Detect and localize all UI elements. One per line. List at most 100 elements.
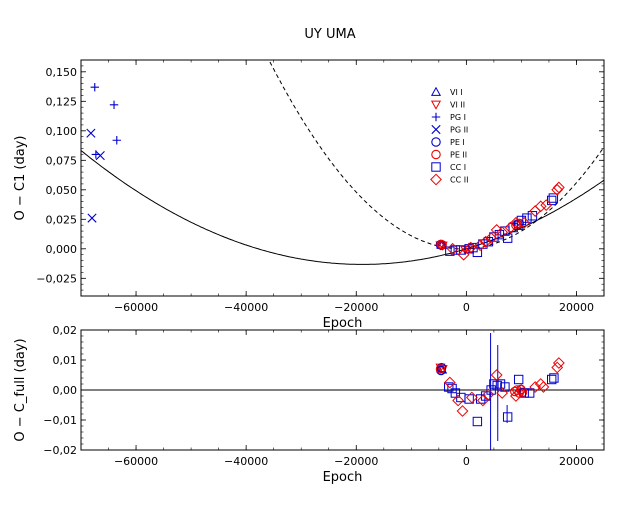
y-tick-label: 0,150	[46, 66, 78, 79]
data-point	[510, 390, 522, 402]
chart-title: UY UMA	[304, 27, 355, 42]
plot-area	[81, 60, 604, 265]
y-tick-label: −0,01	[43, 414, 77, 427]
data-point	[537, 381, 550, 393]
data-point	[431, 149, 441, 160]
x-tick-label: −20000	[334, 301, 378, 314]
data-point	[472, 416, 483, 427]
legend-label: PE II	[450, 151, 467, 160]
legend-label: VI I	[450, 88, 463, 97]
legend-label: CC II	[450, 176, 468, 185]
x-tick-label: 0	[463, 301, 470, 314]
legend-label: CC I	[450, 163, 466, 172]
data-point	[431, 137, 441, 147]
y-tick-label: 0,01	[53, 354, 78, 367]
x-tick-label: 20000	[559, 301, 594, 314]
data-point	[540, 199, 553, 212]
x-tick-label: −20000	[334, 455, 378, 468]
data-point	[444, 382, 454, 392]
data-point	[512, 385, 522, 395]
data-point	[479, 235, 492, 248]
y-axis-label: O − C_full (day)	[13, 338, 28, 441]
y-tick-label: 0,100	[46, 125, 78, 138]
data-point	[430, 86, 442, 96]
axes-frame	[80, 329, 605, 451]
data-point	[474, 239, 487, 252]
y-tick-label: 0,050	[46, 184, 78, 197]
data-point	[524, 388, 535, 398]
data-point	[87, 213, 97, 223]
y-axis-label: O − C1 (day)	[13, 136, 28, 221]
fit-curve-solid	[81, 150, 604, 265]
data-point	[551, 361, 564, 374]
data-point	[519, 388, 529, 398]
data-point	[534, 200, 547, 213]
y-tick-label: 0,02	[53, 324, 78, 337]
y-tick-label: 0,025	[46, 213, 78, 226]
data-point	[510, 216, 522, 229]
data-point	[502, 233, 513, 243]
y-tick-label: 0,075	[46, 154, 78, 167]
data-point	[437, 240, 447, 250]
legend-label: PG II	[450, 126, 468, 135]
data-point	[496, 387, 509, 399]
data-point	[430, 100, 442, 110]
data-point	[490, 369, 503, 381]
data-point	[502, 412, 513, 422]
data-point	[431, 112, 441, 122]
data-point	[462, 245, 474, 255]
legend-label: PE I	[450, 138, 465, 147]
data-point	[476, 394, 489, 407]
data-point	[547, 195, 557, 206]
data-point	[549, 373, 559, 383]
data-point	[90, 82, 99, 92]
x-tick-label: −40000	[224, 301, 268, 314]
top-panel: −60000 −40000 −20000 0 20000 −0,025 0,000 0,025…	[13, 59, 605, 331]
data-point	[485, 232, 498, 245]
data-point	[547, 374, 557, 385]
y-tick-label: 0,00	[53, 384, 78, 397]
data-point	[86, 128, 96, 138]
legend-label: PG I	[450, 113, 466, 122]
data-point	[510, 386, 520, 397]
y-tick-label: 0,125	[46, 95, 78, 108]
x-tick-label: −40000	[224, 455, 268, 468]
plot-area	[81, 333, 604, 450]
data-point	[518, 216, 531, 229]
y-tick-label: 0,000	[46, 243, 78, 256]
data-point	[513, 374, 524, 385]
data-point	[508, 222, 518, 233]
data-point	[431, 162, 441, 172]
data-point	[435, 364, 446, 374]
data-point	[492, 380, 502, 391]
fit-curve-dashed	[268, 60, 604, 250]
data-point	[430, 173, 442, 186]
x-tick-label: 20000	[559, 455, 594, 468]
data-point	[446, 242, 459, 255]
data-point	[95, 150, 105, 161]
data-point	[490, 224, 503, 236]
legend-label: VI II	[450, 101, 465, 110]
x-tick-label: −60000	[114, 301, 158, 314]
data-point	[527, 211, 538, 221]
x-tick-label: 0	[463, 455, 470, 468]
data-point	[443, 376, 456, 389]
data-point	[496, 226, 509, 239]
x-tick-label: −60000	[114, 455, 158, 468]
data-point	[436, 363, 447, 373]
data-point	[482, 388, 495, 401]
data-point	[109, 100, 119, 110]
x-axis-label: Epoch	[323, 316, 363, 331]
data-point	[548, 193, 559, 203]
bottom-panel: −60000 −40000 −20000 0 20000 −0,02 −0,01 0,00 0,…	[13, 324, 605, 485]
data-point	[452, 394, 465, 407]
data-point	[457, 248, 470, 261]
data-point	[515, 384, 528, 396]
data-point	[464, 241, 477, 254]
data-point	[489, 379, 499, 389]
axes-frame	[80, 59, 605, 297]
data-point	[529, 381, 542, 393]
data-point	[552, 181, 565, 194]
data-point	[552, 357, 565, 369]
